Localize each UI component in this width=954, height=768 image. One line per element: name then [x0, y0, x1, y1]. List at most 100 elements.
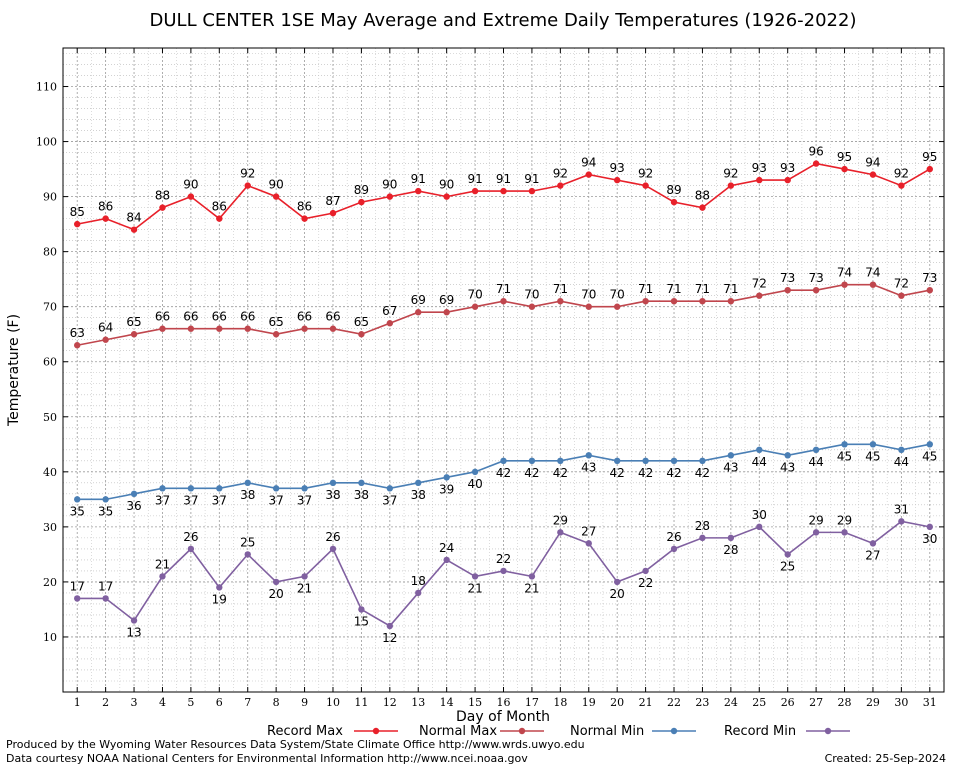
data-point — [386, 320, 394, 327]
data-label: 85 — [70, 205, 85, 219]
data-label: 26 — [666, 530, 681, 544]
data-point — [415, 187, 422, 195]
data-point — [471, 573, 479, 580]
legend-swatch-marker — [670, 727, 678, 735]
data-label: 73 — [780, 271, 795, 285]
x-tick-label: 12 — [383, 696, 397, 709]
data-point — [613, 303, 621, 310]
data-label: 63 — [70, 326, 85, 340]
x-axis-label: Day of Month — [456, 709, 550, 725]
data-label: 42 — [496, 466, 511, 480]
data-point — [102, 496, 109, 503]
data-point — [386, 622, 394, 630]
data-label: 65 — [126, 315, 141, 329]
data-point — [585, 540, 592, 547]
x-tick-label: 4 — [159, 696, 166, 709]
data-label: 44 — [894, 455, 909, 469]
data-label: 25 — [240, 535, 255, 549]
data-point — [841, 165, 848, 173]
data-point — [74, 342, 81, 349]
footer-courtesy: Data courtesy NOAA National Centers for … — [6, 752, 528, 765]
data-label: 73 — [808, 271, 823, 285]
data-point — [500, 297, 507, 305]
data-point — [528, 187, 536, 195]
data-point — [642, 457, 649, 465]
data-label: 71 — [638, 282, 653, 296]
data-point — [756, 292, 763, 299]
data-point — [898, 292, 905, 299]
data-label: 29 — [553, 513, 568, 527]
data-label: 35 — [98, 504, 113, 518]
y-tick-label: 40 — [43, 466, 57, 479]
data-point — [471, 303, 479, 310]
data-point — [443, 474, 450, 481]
data-point — [812, 446, 820, 454]
data-label: 36 — [126, 499, 141, 513]
data-label: 71 — [666, 282, 681, 296]
y-tick-label: 50 — [43, 411, 57, 424]
data-label: 45 — [865, 449, 880, 463]
data-point — [329, 325, 337, 332]
data-label: 18 — [411, 574, 426, 588]
data-label: 69 — [439, 293, 454, 307]
data-label: 96 — [808, 145, 823, 159]
data-point — [812, 529, 820, 536]
legend-item: Normal Max — [419, 724, 544, 739]
data-point — [74, 595, 81, 602]
data-label: 19 — [212, 592, 227, 606]
x-tick-label: 27 — [809, 696, 823, 709]
data-label: 71 — [553, 282, 568, 296]
data-point — [500, 567, 507, 575]
data-label: 24 — [439, 541, 454, 555]
data-point — [187, 325, 195, 332]
data-point — [301, 485, 308, 492]
data-point — [642, 297, 649, 305]
data-point — [898, 446, 905, 454]
data-point — [841, 441, 848, 448]
data-label: 13 — [126, 625, 141, 639]
y-tick-label: 30 — [43, 521, 57, 534]
data-point — [102, 595, 109, 602]
data-point — [358, 479, 365, 487]
data-point — [415, 309, 422, 316]
data-label: 35 — [70, 504, 85, 518]
data-point — [613, 457, 621, 465]
data-point — [756, 523, 763, 531]
data-label: 92 — [723, 167, 738, 181]
data-label: 42 — [610, 466, 625, 480]
data-point — [130, 331, 138, 338]
data-label: 64 — [98, 321, 113, 335]
data-point — [926, 441, 933, 448]
data-point — [471, 468, 479, 476]
data-label: 21 — [155, 557, 170, 571]
data-point — [500, 187, 507, 195]
data-label: 70 — [467, 288, 482, 302]
data-label: 37 — [269, 493, 284, 507]
data-label: 38 — [411, 488, 426, 502]
data-label: 93 — [610, 161, 625, 175]
data-point — [301, 215, 308, 222]
legend-label: Normal Min — [570, 724, 644, 739]
data-point — [670, 457, 678, 465]
data-label: 37 — [212, 493, 227, 507]
data-label: 26 — [325, 530, 340, 544]
data-label: 71 — [496, 282, 511, 296]
data-label: 89 — [354, 183, 369, 197]
data-label: 74 — [837, 266, 852, 280]
data-label: 92 — [553, 167, 568, 181]
data-point — [386, 193, 394, 200]
data-label: 72 — [894, 277, 909, 291]
data-point — [301, 325, 308, 332]
data-point — [358, 606, 365, 613]
data-label: 89 — [666, 183, 681, 197]
data-label: 66 — [212, 310, 227, 324]
data-label: 42 — [553, 466, 568, 480]
legend-item: Record Max — [267, 724, 398, 739]
data-label: 72 — [752, 277, 767, 291]
data-label: 29 — [808, 513, 823, 527]
data-point — [613, 176, 621, 184]
data-point — [159, 573, 166, 580]
legend-swatch-marker — [824, 727, 832, 735]
data-point — [415, 589, 422, 597]
data-label: 21 — [467, 581, 482, 595]
